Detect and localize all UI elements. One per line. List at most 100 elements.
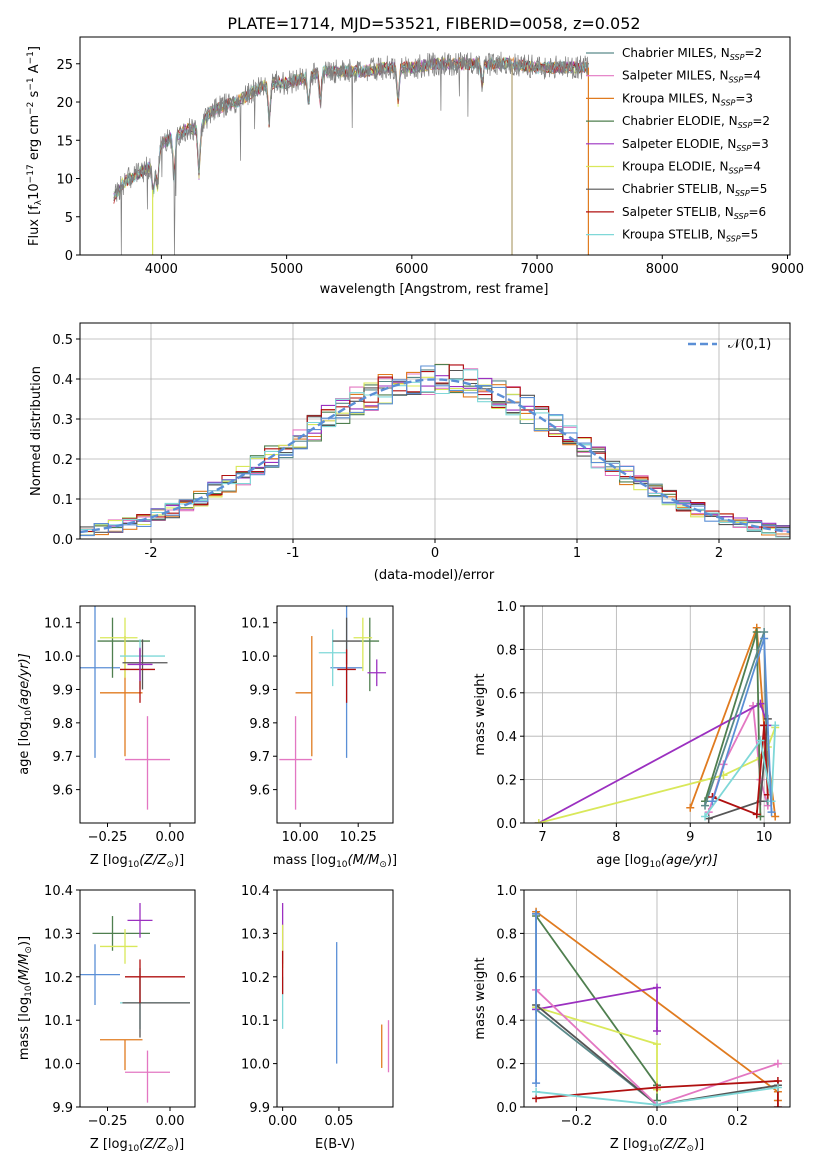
legend-entry-name: Chabrier MILES, N	[622, 46, 730, 60]
legend-entry-nssp: =6	[748, 205, 766, 219]
residuals-plot	[80, 363, 790, 539]
legend-entry-sub: SSP	[738, 121, 753, 130]
weight-vs-age-xlabel: age [log10(age/yr)]	[596, 853, 718, 870]
mass-vs-ebv-xtick-label: 0.00	[268, 1114, 297, 1129]
residuals-xtick-label: -2	[145, 546, 158, 561]
weight-vs-age-marker	[708, 797, 717, 806]
age-vs-mass-xlabel-part: )]	[387, 853, 397, 868]
spectrum-xtick-label: 5000	[270, 262, 303, 277]
spectrum-model-line	[113, 56, 589, 200]
legend-entry-sub: SSP	[730, 53, 745, 62]
spectrum-ylabel: Flux [fλ10−17 erg cm−2 s−1 A−1]	[26, 46, 44, 246]
weight-vs-age-marker	[534, 819, 543, 823]
weight-vs-age-ytick-label: 0.2	[496, 774, 517, 789]
spectrum-ytick-label: 15	[56, 134, 73, 149]
mass-vs-ebv-ytick-label: 9.9	[249, 1101, 270, 1116]
residuals-normal-curve	[80, 378, 790, 534]
spectrum-ylabel-part: erg cm	[27, 115, 42, 164]
age-vs-mass-ytick-label: 9.8	[249, 717, 270, 732]
legend-entry-sub: SSP	[721, 98, 736, 107]
legend-entry: Salpeter STELIB, NSSP=6	[622, 205, 766, 221]
weight-vs-age-frame	[523, 605, 791, 824]
spectrum-ylabel-part: −1	[26, 51, 36, 64]
mass-vs-Z-ylabel-part: mass [log	[17, 997, 32, 1060]
mass-vs-ebv-ytick-label: 10.4	[241, 884, 270, 899]
mass-vs-ebv: 0.00 0.05 9.9 10.0 10.1 10.2 10.3 10.4 E(B-V)	[241, 884, 394, 1152]
residuals-frame	[79, 322, 791, 540]
legend-entry-nssp: =2	[744, 46, 762, 60]
age-vs-Z-xlabel-part: Z [log	[90, 853, 128, 868]
mass-vs-ebv-plot	[281, 903, 390, 1073]
legend-entry-name: Salpeter MILES, N	[622, 69, 729, 83]
weight-vs-age-marker	[767, 808, 776, 817]
residuals-histogram	[80, 365, 790, 537]
weight-vs-age: 7 8 9 10 0.0 0.2 0.4 0.6 0.8 1.0 mass weight age [l…	[473, 600, 791, 870]
mass-vs-Z-plot	[80, 903, 190, 1103]
mass-vs-Z-ytick-label: 10.1	[44, 1014, 73, 1029]
mass-vs-Z-xlabel-part: (Z/Z	[139, 1137, 167, 1152]
mass-vs-Z-xlabel-part: 10	[128, 1144, 140, 1154]
weight-vs-Z-marker	[532, 1079, 541, 1088]
weight-vs-age-ytick-label: 0.0	[496, 817, 517, 832]
age-vs-mass: 10.00 10.25 9.6 9.7 9.8 9.9 10.0 10.1 mass [log1…	[241, 605, 397, 870]
age-vs-Z-xlabel-part: )]	[174, 853, 184, 868]
mass-vs-ebv-xtick-label: 0.05	[324, 1114, 353, 1129]
age-vs-Z-frame	[79, 605, 196, 824]
weight-vs-Z-marker	[653, 1040, 661, 1049]
age-vs-Z-ytick-label: 10.1	[44, 617, 73, 632]
age-vs-Z-xtick-label: 0.00	[156, 830, 185, 845]
spectrum-ytick-label: 25	[56, 58, 73, 73]
age-vs-mass-plot	[279, 606, 387, 810]
spectrum-ylabel-part: λ	[34, 199, 44, 205]
mass-vs-Z-xtick-label: 0.00	[156, 1114, 185, 1129]
legend-entry-name: Salpeter STELIB, N	[622, 205, 734, 219]
spectrum-ytick-label: 0	[65, 249, 73, 264]
spectrum-xlabel: wavelength [Angstrom, rest frame]	[320, 282, 549, 297]
legend-entry-name: Kroupa MILES, N	[622, 91, 721, 105]
age-vs-mass-xlabel-part: ⊙	[379, 860, 387, 870]
age-vs-Z-ylabel-part: 10	[24, 710, 34, 722]
mass-vs-Z-ylabel-part: (M/M	[17, 954, 32, 986]
age-vs-Z-xlabel-part: ⊙	[166, 860, 174, 870]
legend-entry-nssp: =2	[752, 114, 770, 128]
mass-vs-ebv-ytick-label: 10.2	[241, 971, 270, 986]
residuals-xtick-label: -1	[287, 546, 300, 561]
spectrum: 4000 5000 6000 7000 8000 9000 0 5 10 15 20 25 Chabri…	[26, 36, 804, 297]
age-vs-mass-ytick-label: 9.6	[249, 784, 270, 799]
age-vs-Z-ytick-label: 10.0	[44, 650, 73, 665]
spectrum-ylabel-part: ]	[27, 46, 42, 51]
age-vs-Z-xlabel-part: (Z/Z	[139, 853, 167, 868]
age-vs-Z-ylabel: age [log10(age/yr)]	[17, 653, 34, 775]
figure-title: PLATE=1714, MJD=53521, FIBERID=0058, z=0…	[227, 14, 640, 33]
weight-vs-Z-ytick-label: 0.4	[496, 1014, 517, 1029]
weight-vs-age-ytick-label: 0.8	[496, 643, 517, 658]
legend-entry: Chabrier MILES, NSSP=2	[622, 46, 762, 62]
mass-vs-Z-xlabel-part: )]	[174, 1137, 184, 1152]
age-vs-Z-ylabel-part: (age/yr)]	[17, 653, 32, 710]
spectrum-xtick-label: 8000	[646, 262, 679, 277]
age-vs-mass-ytick-label: 9.7	[249, 750, 270, 765]
residuals-ylabel: Normed distribution	[29, 366, 44, 496]
weight-vs-age-xtick-label: 7	[538, 830, 546, 845]
weight-vs-Z-ytick-label: 1.0	[496, 884, 517, 899]
weight-vs-age-marker	[752, 628, 761, 637]
mass-vs-Z-frame	[79, 889, 196, 1108]
legend-entry: Kroupa STELIB, NSSP=5	[622, 228, 758, 244]
weight-vs-Z-series-line	[536, 1080, 779, 1107]
age-vs-mass-ytick-label: 10.1	[241, 617, 270, 632]
age-vs-mass-ytick-label: 9.9	[249, 683, 270, 698]
weight-vs-age-ylabel: mass weight	[473, 673, 488, 755]
age-vs-mass-xlabel-part: mass [log	[273, 853, 336, 868]
mass-vs-Z-xlabel-part: Z [log	[90, 1137, 128, 1152]
residuals-xtick-label: 0	[431, 546, 439, 561]
legend-entry-sub: SSP	[735, 189, 750, 198]
age-vs-mass-xlabel-part: 10	[336, 860, 348, 870]
spectrum-ytick-label: 20	[56, 96, 73, 111]
age-vs-Z-ytick-label: 9.6	[52, 784, 73, 799]
spectrum-ylabel-part: −17	[26, 164, 36, 183]
legend-entry-nssp: =3	[751, 137, 769, 151]
spectrum-frame	[79, 36, 791, 256]
weight-vs-Z-xlabel-part: )]	[694, 1137, 704, 1152]
